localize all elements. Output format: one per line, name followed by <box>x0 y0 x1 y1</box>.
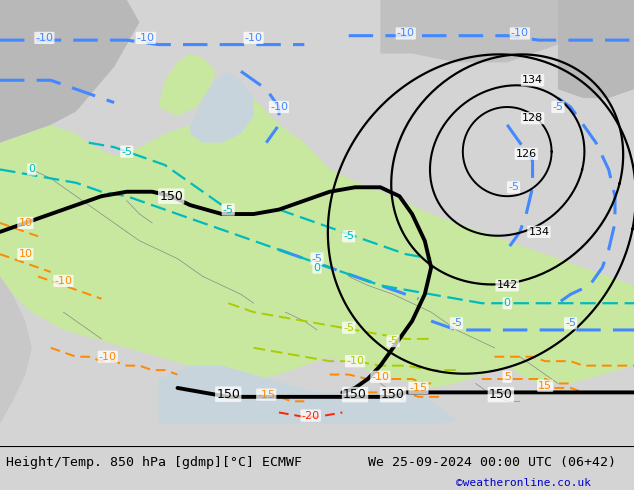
Text: -15: -15 <box>410 383 427 393</box>
Text: -5: -5 <box>387 336 399 346</box>
Polygon shape <box>158 53 216 116</box>
Text: -10: -10 <box>397 28 415 38</box>
Polygon shape <box>558 0 634 98</box>
Text: 150: 150 <box>489 388 513 401</box>
Text: -5: -5 <box>343 231 354 242</box>
Text: Height/Temp. 850 hPa [gdmp][°C] ECMWF: Height/Temp. 850 hPa [gdmp][°C] ECMWF <box>6 456 302 469</box>
Text: 128: 128 <box>522 113 543 123</box>
Text: 10: 10 <box>18 249 32 259</box>
Text: -5: -5 <box>311 254 323 264</box>
Text: 142: 142 <box>496 280 518 291</box>
Text: -15: -15 <box>257 390 275 400</box>
Text: 5: 5 <box>503 372 511 382</box>
Text: -5: -5 <box>451 318 462 328</box>
Polygon shape <box>0 276 32 446</box>
Text: -10: -10 <box>245 33 262 43</box>
Text: We 25-09-2024 00:00 UTC (06+42): We 25-09-2024 00:00 UTC (06+42) <box>368 456 616 469</box>
Text: -10: -10 <box>99 352 117 362</box>
Text: -5: -5 <box>343 323 354 333</box>
Text: 150: 150 <box>343 388 367 401</box>
Text: 150: 150 <box>159 190 183 203</box>
Text: -10: -10 <box>137 33 155 43</box>
Text: -10: -10 <box>270 102 288 112</box>
Text: -5: -5 <box>552 102 564 112</box>
Text: 150: 150 <box>381 388 405 401</box>
Polygon shape <box>380 0 558 62</box>
Text: 150: 150 <box>216 388 240 401</box>
Text: ©weatheronline.co.uk: ©weatheronline.co.uk <box>456 478 592 489</box>
Text: 134: 134 <box>528 227 550 237</box>
Text: -10: -10 <box>372 372 389 382</box>
Polygon shape <box>0 0 139 143</box>
Text: -5: -5 <box>121 147 133 157</box>
Polygon shape <box>158 366 456 423</box>
Text: -10: -10 <box>36 33 53 43</box>
Text: -5: -5 <box>565 318 576 328</box>
Text: -10: -10 <box>55 276 72 286</box>
Text: 126: 126 <box>515 149 537 159</box>
Text: 10: 10 <box>18 218 32 228</box>
Text: -5: -5 <box>223 204 234 215</box>
Text: -5: -5 <box>508 182 519 192</box>
Text: 0: 0 <box>28 165 36 174</box>
Text: 15: 15 <box>538 381 552 391</box>
Polygon shape <box>190 72 254 143</box>
Polygon shape <box>0 89 634 388</box>
Text: -10: -10 <box>346 356 364 366</box>
Text: -20: -20 <box>302 411 320 420</box>
Text: 0: 0 <box>503 298 511 308</box>
Text: 134: 134 <box>522 75 543 85</box>
Text: 0: 0 <box>313 263 321 272</box>
Text: -10: -10 <box>511 28 529 38</box>
